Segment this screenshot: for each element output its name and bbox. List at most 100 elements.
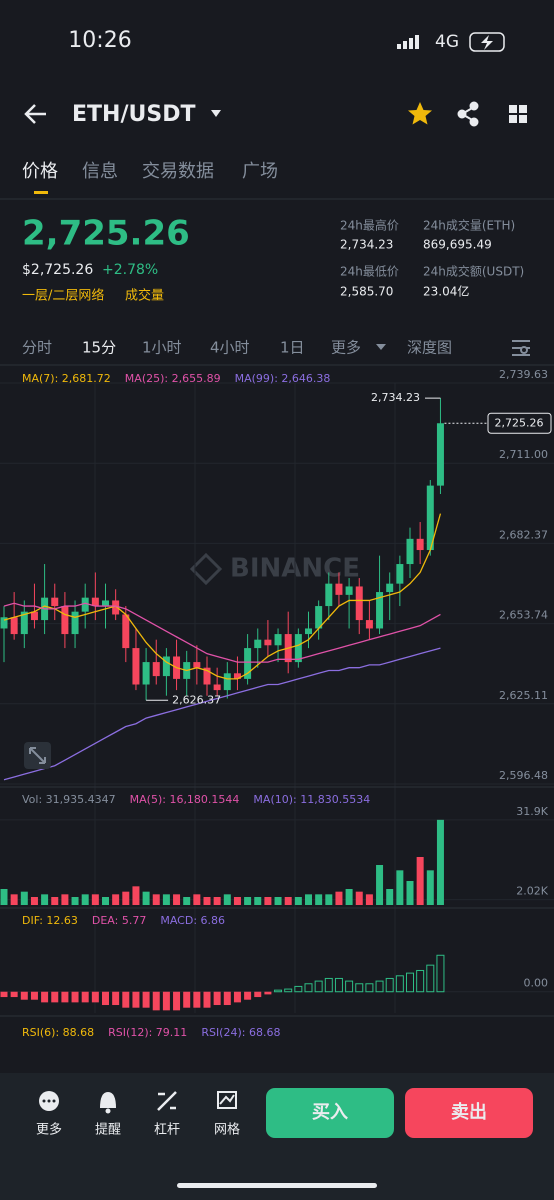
candle-body xyxy=(132,648,140,685)
bar xyxy=(193,894,201,905)
bar xyxy=(81,894,89,905)
indicator-legend: Vol: 31,935.4347 xyxy=(22,793,116,806)
bar xyxy=(203,897,211,905)
stat-label: 24h成交额(USDT) xyxy=(423,264,524,279)
bar xyxy=(304,983,313,993)
battery-icon xyxy=(469,32,505,52)
interval[interactable]: 1小时 xyxy=(142,339,182,357)
bar xyxy=(162,894,170,905)
bar xyxy=(61,894,69,905)
bar xyxy=(91,991,99,1003)
back-button[interactable] xyxy=(24,104,46,124)
bar xyxy=(426,964,435,993)
chart-settings[interactable] xyxy=(512,340,530,356)
bar xyxy=(51,897,59,905)
candle-body xyxy=(81,597,89,612)
bar xyxy=(132,991,140,1008)
usd-price: $2,725.26 xyxy=(22,262,93,278)
bar xyxy=(71,991,79,1003)
bar xyxy=(274,897,282,905)
indicator-legend: RSI(6): 88.68 xyxy=(22,1026,94,1039)
candle-body xyxy=(142,662,150,685)
bar xyxy=(334,977,343,993)
nav-label[interactable]: 网格 xyxy=(214,1122,240,1138)
interval[interactable]: 4小时 xyxy=(210,339,250,357)
candle-body xyxy=(376,592,384,629)
buy-label[interactable]: 买入 xyxy=(312,1102,348,1123)
bar xyxy=(436,954,445,993)
more-dropdown[interactable] xyxy=(376,344,386,350)
y-tick-label: 31.9K xyxy=(516,805,548,818)
bar xyxy=(254,991,262,998)
candle-body xyxy=(0,617,8,629)
favorite-star[interactable] xyxy=(408,102,432,125)
candle-body xyxy=(274,634,282,646)
nav-label[interactable]: 杠杆 xyxy=(154,1122,180,1138)
pair-title[interactable]: ETH/USDT xyxy=(72,102,195,127)
nav-icons xyxy=(39,1091,237,1114)
bar xyxy=(183,991,191,1008)
share-button[interactable] xyxy=(457,101,479,127)
tab[interactable]: 信息 xyxy=(82,161,118,182)
bar xyxy=(91,894,99,905)
bar xyxy=(264,991,272,995)
stat-value: 2,734.23 xyxy=(340,238,393,252)
candle-body xyxy=(436,423,444,486)
interval[interactable]: 分时 xyxy=(22,339,52,357)
bar xyxy=(51,991,59,1003)
nav-label[interactable]: 提醒 xyxy=(95,1122,121,1138)
tag[interactable]: 一层/二层网络 xyxy=(22,288,104,304)
y-tick-label: 2,682.37 xyxy=(499,528,548,541)
bar xyxy=(20,991,28,1000)
candle-body xyxy=(416,538,424,551)
tab[interactable]: 广场 xyxy=(242,161,278,182)
y-tick-label: 2,596.48 xyxy=(499,769,548,782)
candle-body xyxy=(61,606,69,635)
bar xyxy=(122,891,130,905)
last-price: 2,725.26 xyxy=(22,214,190,254)
bar xyxy=(254,897,262,905)
candle-body xyxy=(102,600,109,607)
high-label: 2,734.23 xyxy=(371,391,420,404)
candle-body xyxy=(244,648,252,679)
interval[interactable]: 1日 xyxy=(280,339,305,357)
bar xyxy=(203,991,211,1008)
sell-label[interactable]: 卖出 xyxy=(451,1101,487,1123)
bar xyxy=(294,897,302,905)
bar xyxy=(264,897,272,905)
bar xyxy=(395,975,404,993)
y-tick-label: 2,625.11 xyxy=(499,689,548,702)
interval[interactable]: 更多 xyxy=(331,339,361,357)
bar xyxy=(183,897,191,905)
tab-active[interactable]: 价格 xyxy=(22,161,58,182)
interval[interactable]: 深度图 xyxy=(407,339,452,357)
candle-body xyxy=(162,656,170,677)
ma-legend: MA(7): 2,681.72 xyxy=(22,372,111,385)
bar xyxy=(173,894,181,905)
bar xyxy=(30,897,38,905)
tag[interactable]: 成交量 xyxy=(125,288,164,304)
bar xyxy=(416,857,424,905)
tab[interactable]: 交易数据 xyxy=(142,161,214,182)
indicator-legend: MA(5): 16,180.1544 xyxy=(130,793,240,806)
bar xyxy=(173,991,181,1011)
sell-button[interactable] xyxy=(405,1088,533,1138)
candle-body xyxy=(51,597,59,607)
indicator-legend: MA(10): 11,830.5534 xyxy=(253,793,370,806)
last-price-box xyxy=(487,412,552,434)
candle-body xyxy=(233,673,241,679)
grid-menu[interactable] xyxy=(509,105,527,123)
bar xyxy=(122,991,130,1008)
interval-active[interactable]: 15分 xyxy=(82,339,116,357)
ma-line xyxy=(3,647,441,781)
candle-body xyxy=(294,634,302,663)
bar xyxy=(396,870,404,905)
buy-button[interactable] xyxy=(266,1088,394,1138)
pair-dropdown[interactable] xyxy=(211,110,221,117)
candle-body xyxy=(345,586,353,595)
bar xyxy=(426,870,434,905)
candle-body xyxy=(193,662,201,668)
nav-label[interactable]: 更多 xyxy=(36,1122,62,1138)
ma-line xyxy=(3,513,442,680)
bar xyxy=(325,894,333,905)
